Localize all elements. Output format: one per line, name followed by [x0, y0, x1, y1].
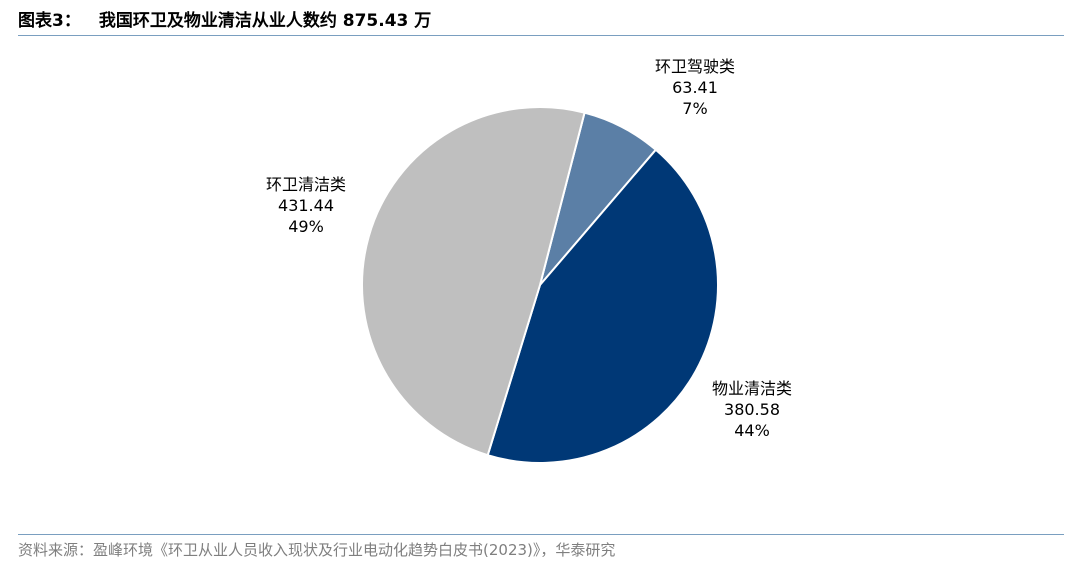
pie-chart-svg — [361, 106, 719, 464]
slice-label-sanitation-value: 431.44 — [278, 196, 334, 215]
footer-divider — [18, 534, 1064, 535]
header-divider — [18, 35, 1064, 36]
slice-label-driving: 环卫驾驶类 63.41 7% — [655, 56, 735, 119]
slice-label-driving-value: 63.41 — [672, 78, 718, 97]
slice-label-driving-name: 环卫驾驶类 — [654, 57, 736, 76]
slice-label-property-name: 物业清洁类 — [711, 379, 793, 398]
figure-number: 图表3： — [18, 11, 81, 31]
slice-label-sanitation-name: 环卫清洁类 — [265, 175, 347, 194]
slice-label-property: 物业清洁类 380.58 44% — [712, 378, 792, 441]
slice-label-sanitation-percent: 49% — [288, 217, 324, 236]
source-note: 资料来源：盈峰环境《环卫从业人员收入现状及行业电动化趋势白皮书(2023)》，华… — [18, 541, 616, 559]
slice-label-driving-percent: 7% — [682, 99, 708, 118]
chart-title: 图表3： 我国环卫及物业清洁从业人数约 875.43 万 — [18, 10, 431, 32]
slice-label-property-value: 380.58 — [724, 400, 780, 419]
pie-chart: 环卫驾驶类 63.41 7% 物业清洁类 380.58 44% 环卫清洁类 43… — [0, 36, 1080, 533]
pie-slice-sanitation — [361, 106, 586, 457]
figure-title-text: 我国环卫及物业清洁从业人数约 875.43 万 — [98, 11, 432, 31]
slice-label-property-percent: 44% — [734, 421, 770, 440]
pie-slice-property — [486, 148, 719, 464]
slice-label-sanitation: 环卫清洁类 431.44 49% — [266, 174, 346, 237]
figure-header: 图表3： 我国环卫及物业清洁从业人数约 875.43 万 — [18, 8, 1064, 36]
